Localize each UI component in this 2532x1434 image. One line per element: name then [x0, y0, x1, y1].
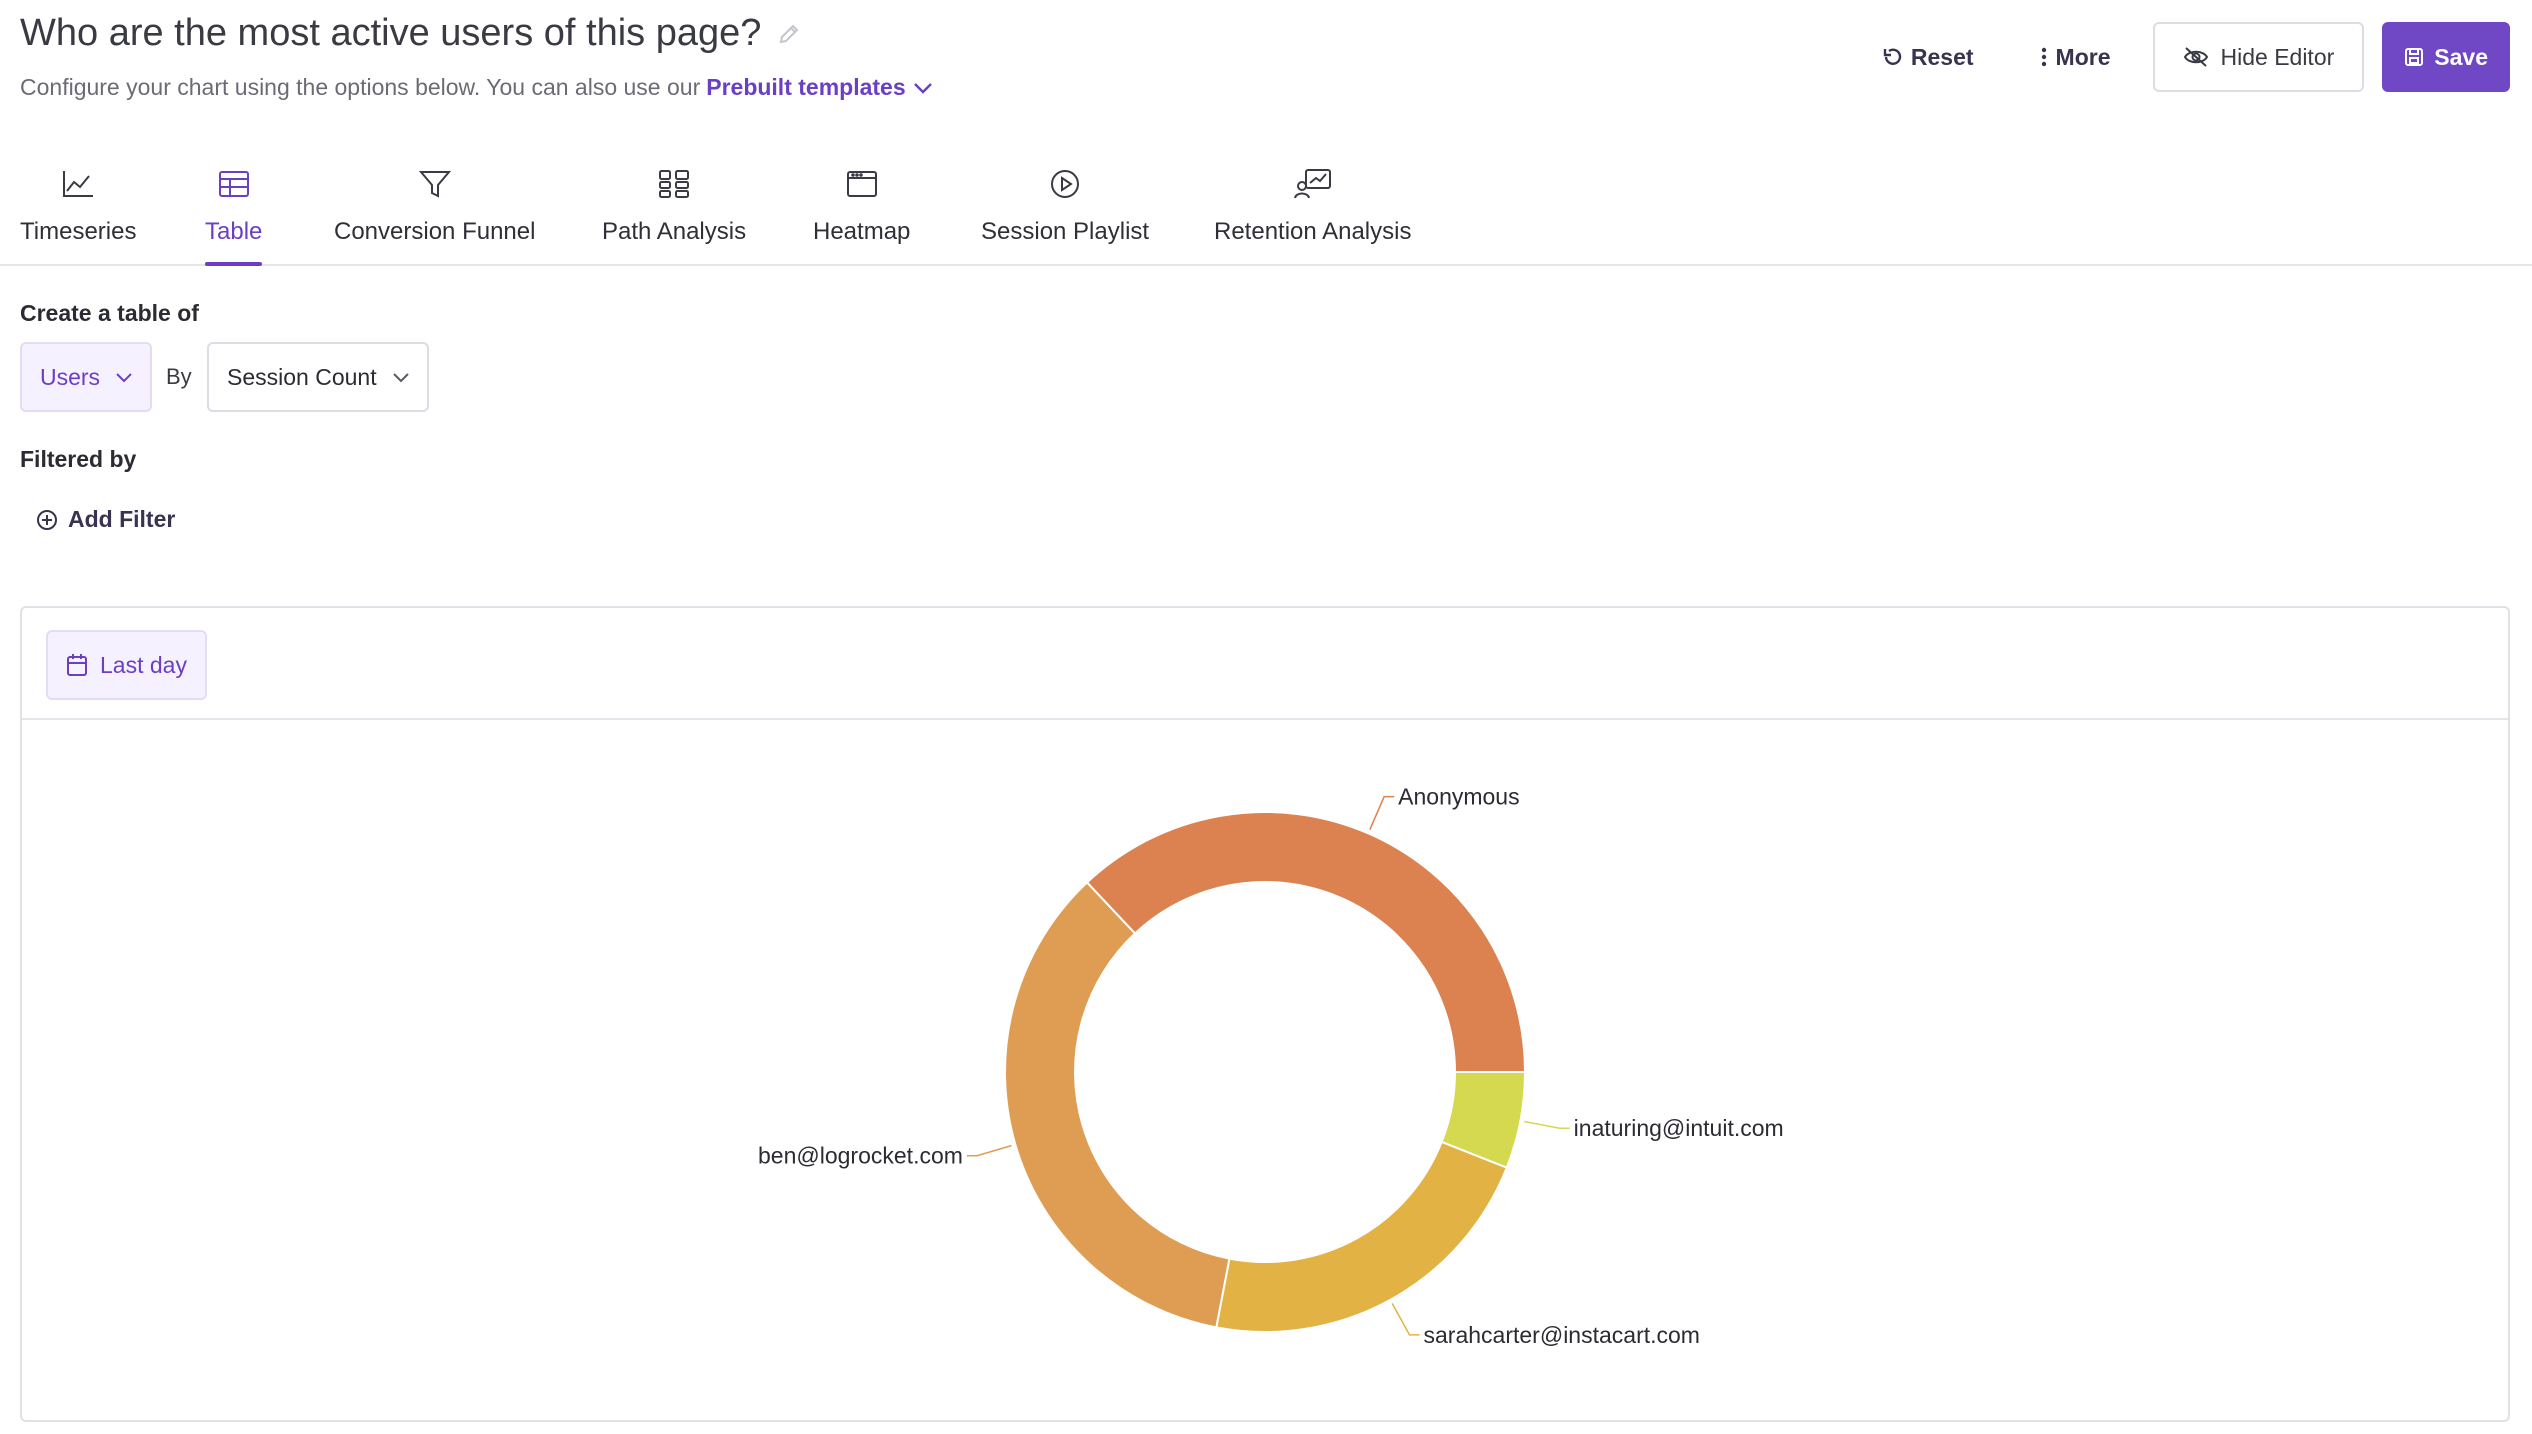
donut-leader-line	[966, 1144, 1012, 1157]
donut-leader-line	[1369, 795, 1395, 831]
donut-slice-label: ben@logrocket.com	[758, 1143, 963, 1169]
tab-conversion-funnel[interactable]: Conversion Funnel	[334, 158, 535, 264]
header-actions: Reset More Hide Editor Save	[1857, 22, 2510, 92]
save-label: Save	[2434, 43, 2488, 70]
table-icon	[218, 162, 250, 206]
donut-slice-label: Anonymous	[1398, 784, 1519, 810]
add-filter-button[interactable]: Add Filter	[36, 506, 175, 533]
donut-chart: Anonymous inaturing@intuit.com sarahcarter…	[758, 784, 1784, 1348]
hide-editor-label: Hide Editor	[2220, 43, 2335, 70]
entity-select-value: Users	[40, 363, 101, 390]
tab-heatmap[interactable]: Heatmap	[813, 158, 910, 264]
save-icon	[2405, 48, 2424, 66]
tab-label: Retention Analysis	[1214, 218, 1412, 245]
play-circle-icon	[1049, 162, 1081, 206]
tab-table[interactable]: Table	[205, 158, 263, 266]
vertical-dots-icon	[2041, 47, 2046, 67]
tab-path-analysis[interactable]: Path Analysis	[602, 158, 746, 264]
date-range-button[interactable]: Last day	[46, 630, 207, 700]
more-label: More	[2055, 43, 2111, 70]
prebuilt-templates-link[interactable]: Prebuilt templates	[706, 74, 933, 101]
date-range-label: Last day	[100, 651, 187, 678]
funnel-icon	[418, 162, 451, 206]
reset-label: Reset	[1910, 43, 1974, 70]
pencil-icon[interactable]	[777, 22, 801, 46]
create-table-label: Create a table of	[20, 300, 199, 326]
by-label: By	[166, 364, 192, 389]
tab-label: Timeseries	[20, 218, 137, 245]
chevron-down-icon	[392, 373, 409, 383]
tab-session-playlist[interactable]: Session Playlist	[981, 158, 1149, 264]
page-title: Who are the most active users of this pa…	[20, 12, 801, 55]
chevron-down-icon	[913, 82, 932, 94]
page-title-text: Who are the most active users of this pa…	[20, 12, 762, 54]
metric-select[interactable]: Session Count	[207, 342, 429, 412]
reset-button[interactable]: Reset	[1857, 22, 1998, 92]
line-chart-icon	[61, 162, 95, 206]
donut-leader-line	[1524, 1120, 1570, 1129]
eye-off-icon	[2183, 47, 2208, 67]
heatmap-icon	[846, 162, 878, 206]
metric-select-value: Session Count	[227, 363, 377, 390]
entity-select[interactable]: Users	[20, 342, 153, 412]
donut-leader-line	[1391, 1302, 1420, 1336]
filtered-by-label: Filtered by	[20, 446, 137, 472]
tab-label: Session Playlist	[981, 218, 1150, 245]
chart-toolbar: Last day	[22, 608, 2508, 720]
donut-slice-label: sarahcarter@instacart.com	[1424, 1322, 1700, 1348]
tab-timeseries[interactable]: Timeseries	[20, 158, 136, 264]
plus-circle-icon	[37, 509, 57, 530]
calendar-icon	[67, 654, 87, 676]
undo-icon	[1883, 48, 1902, 65]
save-button[interactable]: Save	[2382, 22, 2510, 92]
path-analysis-icon	[658, 162, 690, 206]
hide-editor-button[interactable]: Hide Editor	[2152, 22, 2365, 92]
tab-label: Heatmap	[813, 218, 911, 245]
chart-panel: Last day Anonymous inaturing@intuit.com sa…	[20, 606, 2510, 1422]
tab-label: Table	[205, 218, 263, 245]
tab-retention-analysis[interactable]: Retention Analysis	[1214, 158, 1411, 264]
add-filter-label: Add Filter	[68, 506, 176, 532]
donut-slice-label: inaturing@intuit.com	[1574, 1115, 1784, 1141]
chevron-down-icon	[116, 373, 132, 383]
chart-type-tabs: Timeseries Table Conversion Funnel	[0, 158, 2532, 266]
prebuilt-templates-label: Prebuilt templates	[706, 74, 906, 100]
donut-slice[interactable]	[1004, 881, 1231, 1329]
tab-label: Path Analysis	[602, 218, 747, 245]
subtitle-text: Configure your chart using the options b…	[20, 74, 701, 100]
tab-label: Conversion Funnel	[334, 218, 536, 245]
donut-slice[interactable]	[1085, 811, 1527, 1073]
more-button[interactable]: More	[2016, 22, 2135, 92]
retention-icon	[1293, 162, 1332, 206]
page-subtitle: Configure your chart using the options b…	[20, 74, 934, 101]
donut-slice[interactable]	[1215, 1140, 1509, 1333]
